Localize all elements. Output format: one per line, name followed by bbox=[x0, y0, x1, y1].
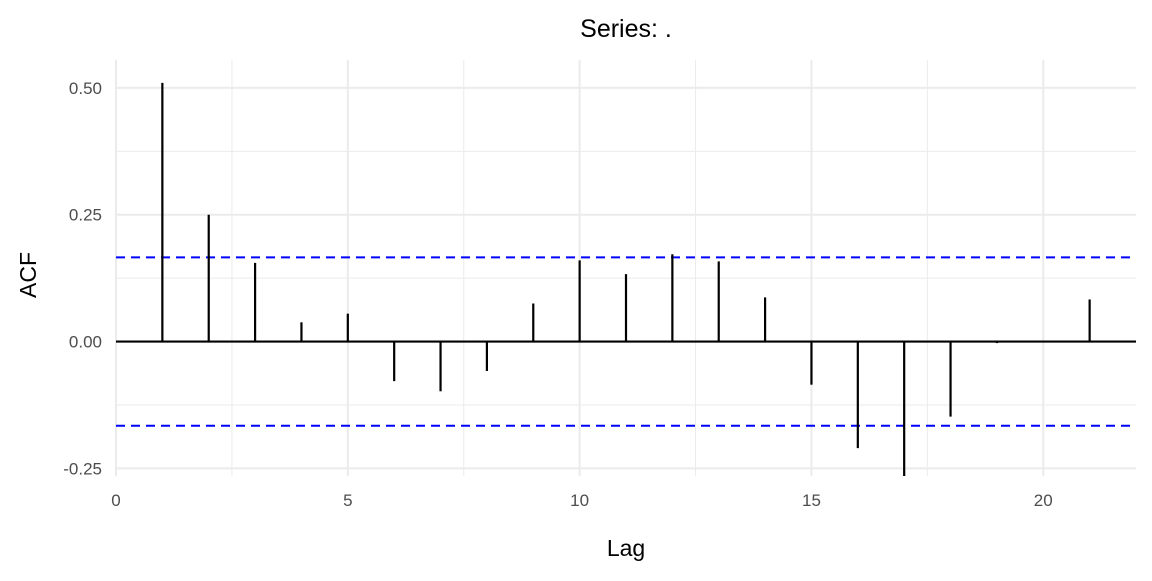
x-tick-label: 20 bbox=[1034, 491, 1053, 510]
y-axis-title: ACF bbox=[15, 252, 41, 298]
x-axis-title: Lag bbox=[607, 535, 645, 561]
y-tick-label: 0.00 bbox=[69, 333, 102, 352]
y-tick-label: 0.25 bbox=[69, 206, 102, 225]
y-tick-label: -0.25 bbox=[63, 459, 102, 478]
axis-ticks: -0.25 0.00 0.25 0.50 0 5 10 15 20 bbox=[63, 79, 1052, 510]
x-tick-label: 10 bbox=[570, 491, 589, 510]
chart-title: Series: . bbox=[580, 15, 672, 43]
y-tick-label: 0.50 bbox=[69, 79, 102, 98]
x-tick-label: 5 bbox=[343, 491, 352, 510]
x-tick-label: 0 bbox=[111, 491, 120, 510]
acf-spikes bbox=[116, 82, 1136, 476]
x-tick-label: 15 bbox=[802, 491, 821, 510]
confidence-bounds bbox=[116, 256, 1136, 427]
grid-lines bbox=[115, 60, 1136, 476]
